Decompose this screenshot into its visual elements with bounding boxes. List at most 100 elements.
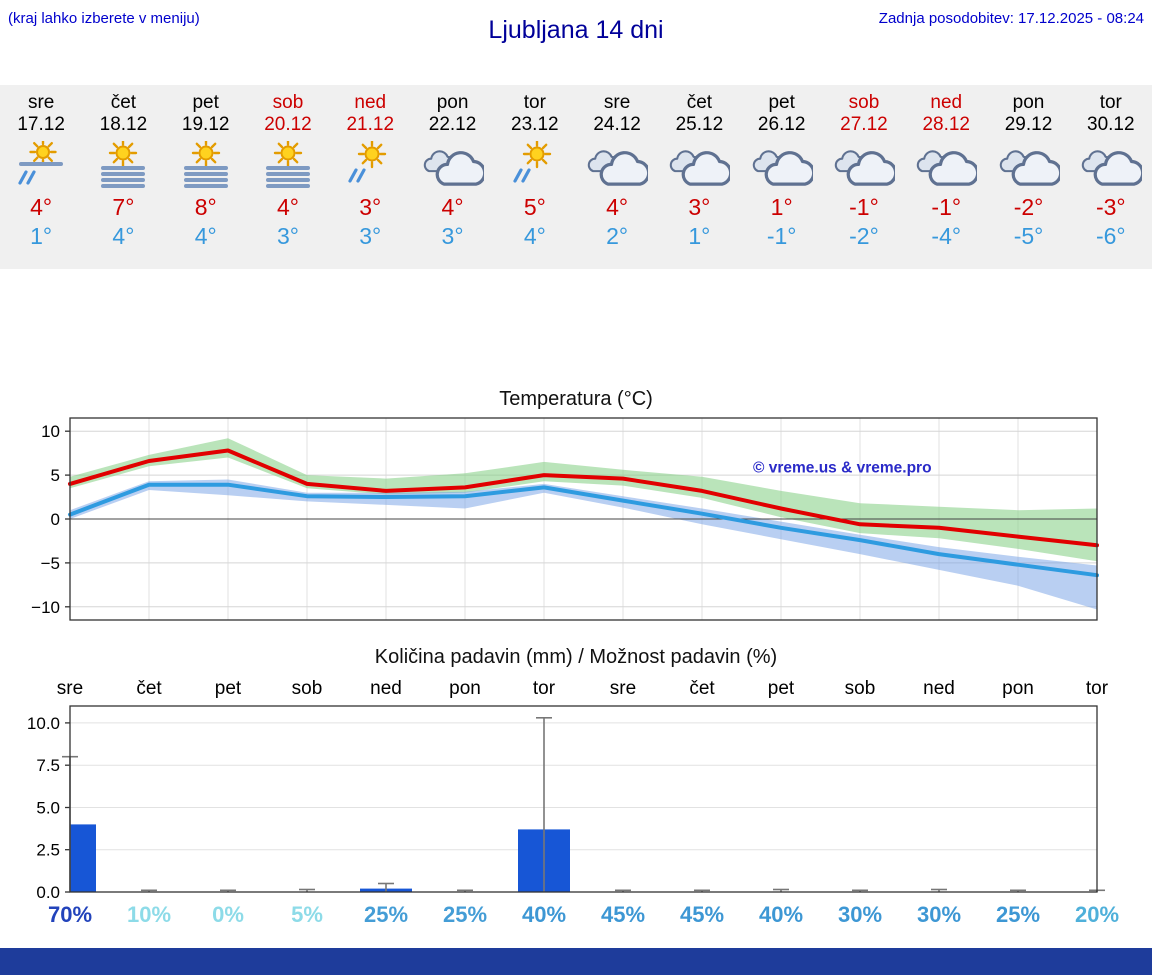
day-min-temp: -6° <box>1095 223 1126 249</box>
sun-fog-drizzle-icon <box>0 139 82 193</box>
precip-probability: 40% <box>521 902 567 927</box>
day-min-temp: 1° <box>30 223 53 249</box>
day-max-temp: 1° <box>770 194 793 220</box>
day-name: sre <box>603 92 631 113</box>
day-name: sob <box>848 92 880 113</box>
precip-day-label: sre <box>57 678 83 699</box>
precip-probability: 10% <box>126 902 172 927</box>
precip-probability: 5% <box>291 902 323 927</box>
cloudy-icon <box>1070 139 1152 193</box>
day-date: 22.12 <box>428 114 477 135</box>
day-max-temp: 3° <box>359 194 382 220</box>
day-name: tor <box>523 92 546 113</box>
sun-fog-icon <box>247 139 329 193</box>
precip-day-label: tor <box>1086 678 1109 699</box>
day-max-temp: -2° <box>1013 194 1044 220</box>
cloudy-icon <box>905 139 987 193</box>
precip-probability: 25% <box>995 902 1041 927</box>
day-name: čet <box>110 92 137 113</box>
day-max-temp: 5° <box>523 194 546 220</box>
day-max-temp: 4° <box>606 194 629 220</box>
forecast-strip: sre 17.12 4° 1° čet 18.12 7° 4° pet 19.12 8° 4° sob 2… <box>0 85 1152 269</box>
precip-probability: 45% <box>679 902 725 927</box>
svg-text:10.0: 10.0 <box>27 714 60 733</box>
day-min-temp: -1° <box>766 223 797 249</box>
forecast-day: sob 20.12 4° 3° <box>247 85 329 269</box>
day-max-temp: -1° <box>849 194 879 220</box>
precip-day-label: pon <box>449 678 481 699</box>
day-date: 18.12 <box>99 114 148 135</box>
day-date: 26.12 <box>757 114 806 135</box>
day-min-temp: 3° <box>359 223 382 249</box>
day-name: sre <box>27 92 55 113</box>
day-date: 25.12 <box>675 114 724 135</box>
forecast-day: sre 24.12 4° 2° <box>576 85 658 269</box>
precip-day-label: pet <box>215 678 242 699</box>
day-min-temp: 3° <box>276 223 299 249</box>
cloudy-icon <box>987 139 1069 193</box>
svg-text:10: 10 <box>41 422 60 441</box>
precip-probability: 25% <box>442 902 488 927</box>
precip-day-label: ned <box>923 678 955 699</box>
day-date: 30.12 <box>1087 114 1135 135</box>
precip-day-label: sob <box>845 678 876 699</box>
cloudy-icon <box>741 139 823 193</box>
forecast-day: tor 30.12 -3° -6° <box>1070 85 1152 269</box>
precip-probability: 25% <box>363 902 409 927</box>
precip-day-label: čet <box>136 678 162 699</box>
day-max-temp: 3° <box>688 194 711 220</box>
temperature-chart: 10 5 0 −5 −10 © vreme.us & vreme.pro <box>31 417 1099 621</box>
precip-probability: 20% <box>1074 902 1120 927</box>
day-min-temp: -5° <box>1013 223 1044 249</box>
svg-text:−10: −10 <box>31 598 60 617</box>
precip-probability: 30% <box>916 902 962 927</box>
forecast-day: ned 28.12 -1° -4° <box>905 85 987 269</box>
watermark: © vreme.us & vreme.pro <box>753 460 932 477</box>
bottom-bar <box>0 948 1152 975</box>
precip-day-label: ned <box>370 678 402 699</box>
day-date: 24.12 <box>593 114 641 135</box>
forecast-day: pet 26.12 1° -1° <box>741 85 823 269</box>
day-max-temp: 4° <box>30 194 53 220</box>
day-name: tor <box>1099 92 1122 113</box>
precip-day-label: čet <box>689 678 715 699</box>
forecast-day: sre 17.12 4° 1° <box>0 85 82 269</box>
precip-day-label: pet <box>768 678 795 699</box>
day-max-temp: 8° <box>194 194 217 220</box>
svg-text:2.5: 2.5 <box>36 841 60 860</box>
menu-note: (kraj lahko izberete v meniju) <box>8 10 200 27</box>
svg-text:0.0: 0.0 <box>36 883 60 902</box>
precip-day-label: sre <box>610 678 636 699</box>
precip-day-label: sob <box>292 678 323 699</box>
precipitation-chart: sre čet pet sob ned pon tor sre čet pet sob ned pon t… <box>27 678 1109 902</box>
day-date: 28.12 <box>922 114 970 135</box>
day-name: sob <box>272 92 304 113</box>
day-date: 21.12 <box>346 114 395 135</box>
day-max-temp: -1° <box>931 194 962 220</box>
day-name: ned <box>930 92 963 113</box>
day-date: 19.12 <box>181 114 230 135</box>
precip-day-label: tor <box>533 678 556 699</box>
sun-fog-icon <box>165 139 247 193</box>
forecast-day: pon 22.12 4° 3° <box>411 85 493 269</box>
day-name: pet <box>768 92 795 113</box>
svg-text:−5: −5 <box>41 554 60 573</box>
day-max-temp: 4° <box>276 194 299 220</box>
sun-fog-icon <box>82 139 164 193</box>
svg-text:0: 0 <box>51 510 60 529</box>
cloudy-icon <box>411 139 493 193</box>
day-name: pon <box>436 92 469 113</box>
day-name: pon <box>1012 92 1045 113</box>
last-update: Zadnja posodobitev: 17.12.2025 - 08:24 <box>878 10 1144 27</box>
day-min-temp: 1° <box>688 223 711 249</box>
day-min-temp: 4° <box>194 223 217 249</box>
day-max-temp: -3° <box>1095 194 1126 220</box>
cloudy-icon <box>658 139 740 193</box>
precipitation-chart-title: Količina padavin (mm) / Možnost padavin … <box>374 646 778 668</box>
precip-probability-row: 70% 10% 0% 5% 25% 25% 40% 45% 45% 40% 30% 30% 25% 20% <box>0 902 1152 934</box>
day-name: čet <box>686 92 713 113</box>
forecast-day: čet 18.12 7° 4° <box>82 85 164 269</box>
cloudy-icon <box>576 139 658 193</box>
forecast-day: ned 21.12 3° 3° <box>329 85 411 269</box>
